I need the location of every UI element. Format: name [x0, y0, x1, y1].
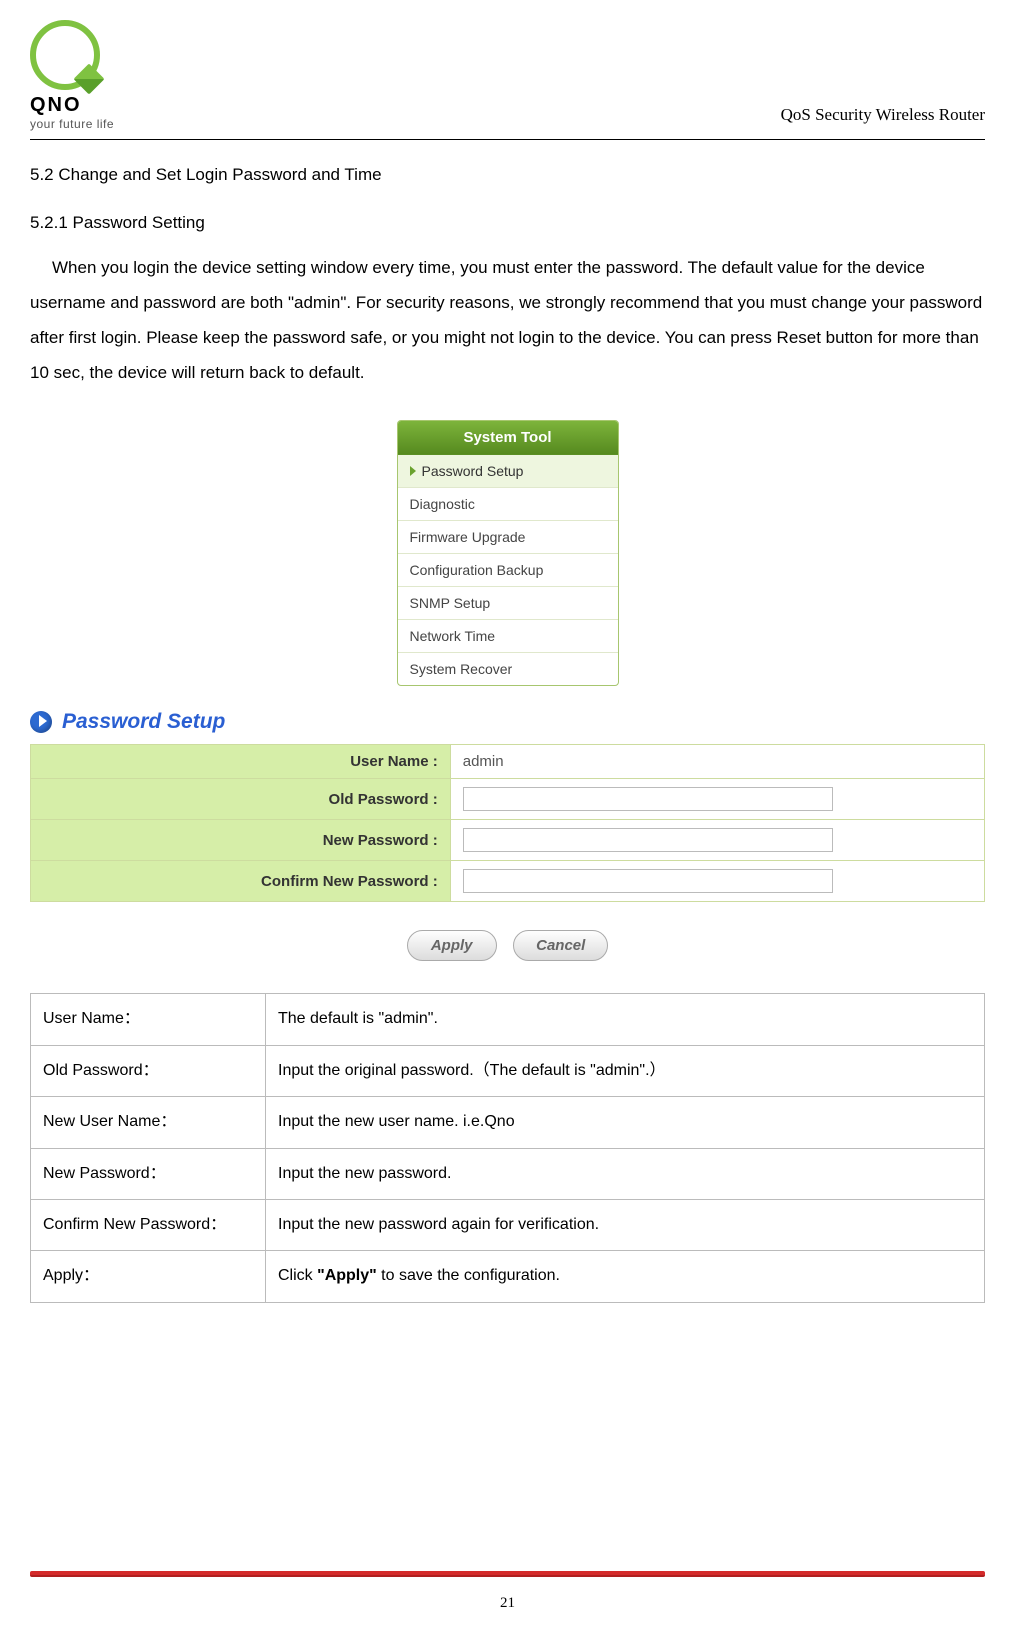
desc-value-bold: "Apply" — [317, 1267, 377, 1284]
brand-tagline: your future life — [30, 117, 114, 131]
form-row-confirm-new-password: Confirm New Password : — [31, 861, 985, 902]
menu-item-configuration-backup[interactable]: Configuration Backup — [398, 554, 618, 587]
desc-key: New User Name： — [31, 1097, 266, 1148]
form-value — [450, 779, 984, 820]
menu-item-label: SNMP Setup — [410, 595, 491, 611]
table-row: User Name： The default is "admin". — [31, 994, 985, 1045]
desc-value: Click "Apply" to save the configuration. — [266, 1251, 985, 1302]
menu-item-label: Diagnostic — [410, 496, 475, 512]
desc-key: Confirm New Password： — [31, 1199, 266, 1250]
menu-item-label: Firmware Upgrade — [410, 529, 526, 545]
desc-value: Input the new password. — [266, 1148, 985, 1199]
form-label: Confirm New Password : — [31, 861, 451, 902]
user-name-value: admin — [463, 753, 504, 770]
panel-title-row: Password Setup — [30, 710, 985, 734]
menu-item-network-time[interactable]: Network Time — [398, 620, 618, 653]
desc-value: Input the new user name. i.e.Qno — [266, 1097, 985, 1148]
document-title: QoS Security Wireless Router — [781, 105, 985, 131]
page-header: QNO your future life QoS Security Wirele… — [30, 20, 985, 139]
form-value — [450, 820, 984, 861]
intro-paragraph: When you login the device setting window… — [30, 251, 985, 390]
header-rule — [30, 139, 985, 140]
menu-header: System Tool — [398, 421, 618, 455]
menu-item-snmp-setup[interactable]: SNMP Setup — [398, 587, 618, 620]
desc-key: Old Password： — [31, 1045, 266, 1096]
form-row-new-password: New Password : — [31, 820, 985, 861]
password-form-table: User Name : admin Old Password : New Pas… — [30, 744, 985, 902]
form-row-old-password: Old Password : — [31, 779, 985, 820]
desc-value: The default is "admin". — [266, 994, 985, 1045]
menu-item-diagnostic[interactable]: Diagnostic — [398, 488, 618, 521]
section-heading-5-2-1: 5.2.1 Password Setting — [30, 213, 985, 233]
menu-item-label: Password Setup — [422, 463, 524, 479]
desc-key: Apply： — [31, 1251, 266, 1302]
menu-item-label: System Recover — [410, 661, 513, 677]
panel-title: Password Setup — [62, 710, 225, 734]
old-password-input[interactable] — [463, 787, 833, 811]
table-row: Apply： Click "Apply" to save the configu… — [31, 1251, 985, 1302]
footer-rule — [30, 1571, 985, 1577]
brand-logo-block: QNO your future life — [30, 20, 114, 131]
password-setup-panel: Password Setup User Name : admin Old Pas… — [30, 710, 985, 961]
system-tool-menu: System Tool Password Setup Diagnostic Fi… — [397, 420, 619, 686]
cancel-button[interactable]: Cancel — [513, 930, 608, 961]
menu-item-system-recover[interactable]: System Recover — [398, 653, 618, 685]
desc-key: New Password： — [31, 1148, 266, 1199]
page-number: 21 — [0, 1595, 1015, 1612]
description-table: User Name： The default is "admin". Old P… — [30, 993, 985, 1302]
section-heading-5-2: 5.2 Change and Set Login Password and Ti… — [30, 165, 985, 185]
table-row: Confirm New Password： Input the new pass… — [31, 1199, 985, 1250]
table-row: New Password： Input the new password. — [31, 1148, 985, 1199]
form-button-row: Apply Cancel — [30, 930, 985, 961]
desc-value-post: to save the configuration. — [377, 1267, 560, 1284]
system-tool-menu-wrap: System Tool Password Setup Diagnostic Fi… — [30, 420, 985, 686]
menu-item-password-setup[interactable]: Password Setup — [398, 455, 618, 488]
form-label: New Password : — [31, 820, 451, 861]
info-arrow-icon — [30, 711, 52, 733]
form-label: User Name : — [31, 745, 451, 779]
page: QNO your future life QoS Security Wirele… — [0, 0, 1015, 1632]
menu-item-firmware-upgrade[interactable]: Firmware Upgrade — [398, 521, 618, 554]
desc-key: User Name： — [31, 994, 266, 1045]
form-value: admin — [450, 745, 984, 779]
desc-value: Input the new password again for verific… — [266, 1199, 985, 1250]
brand-name: QNO — [30, 94, 82, 117]
menu-item-label: Configuration Backup — [410, 562, 544, 578]
logo-icon — [30, 20, 100, 90]
menu-item-label: Network Time — [410, 628, 496, 644]
form-label: Old Password : — [31, 779, 451, 820]
desc-value-pre: Click — [278, 1267, 317, 1284]
desc-value: Input the original password.（The default… — [266, 1045, 985, 1096]
form-row-user-name: User Name : admin — [31, 745, 985, 779]
new-password-input[interactable] — [463, 828, 833, 852]
table-row: Old Password： Input the original passwor… — [31, 1045, 985, 1096]
confirm-new-password-input[interactable] — [463, 869, 833, 893]
table-row: New User Name： Input the new user name. … — [31, 1097, 985, 1148]
page-footer: 21 — [0, 1571, 1015, 1612]
triangle-icon — [410, 466, 416, 476]
apply-button[interactable]: Apply — [407, 930, 497, 961]
form-value — [450, 861, 984, 902]
